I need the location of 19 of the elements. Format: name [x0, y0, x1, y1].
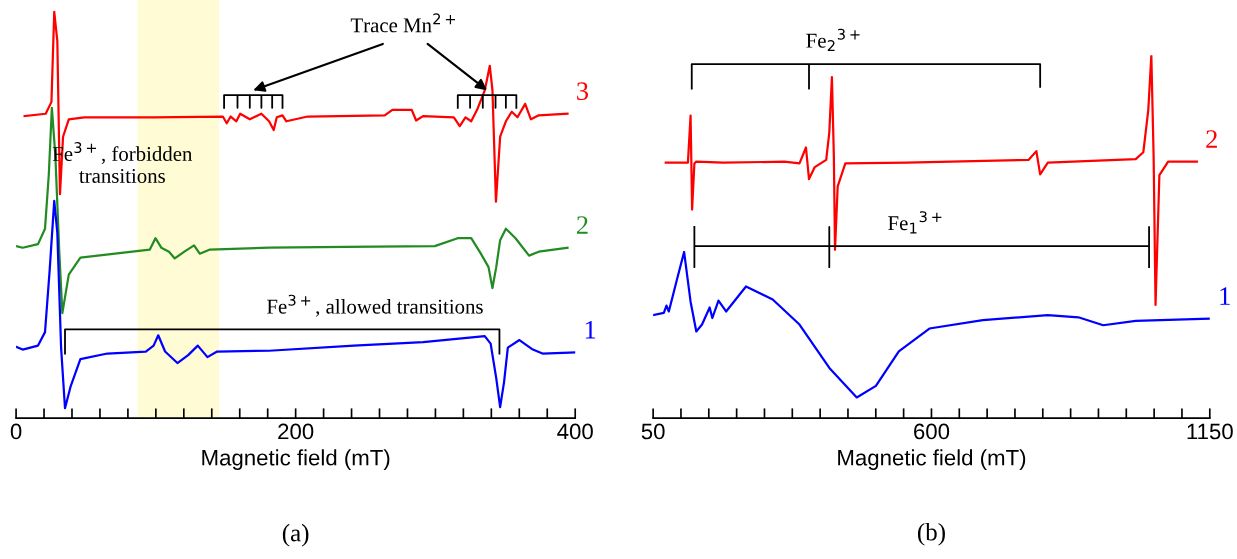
x-tick-label: 400 — [557, 423, 593, 440]
x-axis-title: Magnetic field (mT) — [202, 449, 390, 470]
series-label: 2 — [577, 216, 588, 234]
annotation: Fe$_{1}$$^{3+}$ — [888, 211, 942, 234]
x-tick-label: 1150 — [1187, 423, 1233, 440]
annotation: Trace Mn$^{2+}$ — [350, 13, 455, 33]
series-label: 1 — [585, 320, 596, 339]
x-tick-label: 600 — [914, 423, 950, 440]
x-tick-label: 50 — [641, 423, 665, 440]
x-axis-title: Magnetic field (mT) — [838, 449, 1026, 470]
text: (a) — [282, 523, 309, 547]
x-tick-label: 0 — [10, 423, 22, 440]
series-label: 1 — [1220, 287, 1230, 305]
x-tick-label: 200 — [278, 423, 314, 440]
text: Fe$_{2}$$^{3+}$ — [806, 28, 860, 51]
series-label: 2 — [1206, 130, 1217, 148]
annotation: Fe$^{3+}$, allowed transitions — [266, 294, 483, 317]
series-label: 3 — [577, 82, 589, 101]
text: (b) — [917, 522, 945, 546]
